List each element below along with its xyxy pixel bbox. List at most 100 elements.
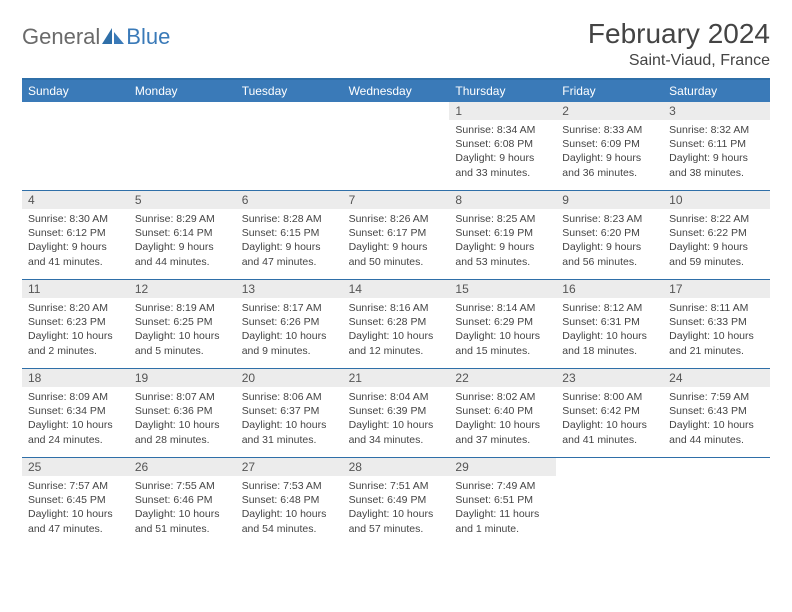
calendar-week: 25Sunrise: 7:57 AMSunset: 6:45 PMDayligh… (22, 458, 770, 546)
calendar-cell: 10Sunrise: 8:22 AMSunset: 6:22 PMDayligh… (663, 191, 770, 279)
calendar-cell: 21Sunrise: 8:04 AMSunset: 6:39 PMDayligh… (343, 369, 450, 457)
day-header: Monday (129, 80, 236, 102)
day2-text: and 33 minutes. (455, 166, 550, 180)
calendar-cell: 25Sunrise: 7:57 AMSunset: 6:45 PMDayligh… (22, 458, 129, 546)
cell-body: Sunrise: 8:23 AMSunset: 6:20 PMDaylight:… (556, 209, 663, 275)
sunrise-text: Sunrise: 8:17 AM (242, 301, 337, 315)
sunset-text: Sunset: 6:39 PM (349, 404, 444, 418)
day-number: 21 (343, 369, 450, 387)
day2-text: and 28 minutes. (135, 433, 230, 447)
day-number: 8 (449, 191, 556, 209)
sunset-text: Sunset: 6:17 PM (349, 226, 444, 240)
sunrise-text: Sunrise: 7:57 AM (28, 479, 123, 493)
day1-text: Daylight: 9 hours (669, 151, 764, 165)
day2-text: and 57 minutes. (349, 522, 444, 536)
day-number: 4 (22, 191, 129, 209)
calendar-cell (22, 102, 129, 190)
day2-text: and 50 minutes. (349, 255, 444, 269)
sunrise-text: Sunrise: 7:51 AM (349, 479, 444, 493)
cell-body: Sunrise: 8:00 AMSunset: 6:42 PMDaylight:… (556, 387, 663, 453)
day1-text: Daylight: 9 hours (455, 151, 550, 165)
calendar-page: General Blue February 2024 Saint-Viaud, … (0, 0, 792, 546)
sunset-text: Sunset: 6:26 PM (242, 315, 337, 329)
calendar-cell: 6Sunrise: 8:28 AMSunset: 6:15 PMDaylight… (236, 191, 343, 279)
day-number: 12 (129, 280, 236, 298)
weeks-container: 1Sunrise: 8:34 AMSunset: 6:08 PMDaylight… (22, 102, 770, 546)
calendar-cell: 15Sunrise: 8:14 AMSunset: 6:29 PMDayligh… (449, 280, 556, 368)
day2-text: and 34 minutes. (349, 433, 444, 447)
calendar-cell: 16Sunrise: 8:12 AMSunset: 6:31 PMDayligh… (556, 280, 663, 368)
cell-body: Sunrise: 7:57 AMSunset: 6:45 PMDaylight:… (22, 476, 129, 542)
day2-text: and 2 minutes. (28, 344, 123, 358)
day1-text: Daylight: 10 hours (28, 329, 123, 343)
day1-text: Daylight: 10 hours (28, 418, 123, 432)
day2-text: and 59 minutes. (669, 255, 764, 269)
day1-text: Daylight: 9 hours (242, 240, 337, 254)
sunset-text: Sunset: 6:11 PM (669, 137, 764, 151)
calendar-cell: 27Sunrise: 7:53 AMSunset: 6:48 PMDayligh… (236, 458, 343, 546)
sunset-text: Sunset: 6:28 PM (349, 315, 444, 329)
calendar-cell: 22Sunrise: 8:02 AMSunset: 6:40 PMDayligh… (449, 369, 556, 457)
day2-text: and 41 minutes. (562, 433, 657, 447)
day1-text: Daylight: 10 hours (562, 418, 657, 432)
sunset-text: Sunset: 6:29 PM (455, 315, 550, 329)
sunrise-text: Sunrise: 8:19 AM (135, 301, 230, 315)
sunset-text: Sunset: 6:33 PM (669, 315, 764, 329)
sunrise-text: Sunrise: 8:28 AM (242, 212, 337, 226)
sunrise-text: Sunrise: 8:25 AM (455, 212, 550, 226)
day-number: 26 (129, 458, 236, 476)
cell-body: Sunrise: 8:30 AMSunset: 6:12 PMDaylight:… (22, 209, 129, 275)
cell-body: Sunrise: 7:55 AMSunset: 6:46 PMDaylight:… (129, 476, 236, 542)
cell-body: Sunrise: 8:17 AMSunset: 6:26 PMDaylight:… (236, 298, 343, 364)
sunrise-text: Sunrise: 8:16 AM (349, 301, 444, 315)
calendar-cell: 13Sunrise: 8:17 AMSunset: 6:26 PMDayligh… (236, 280, 343, 368)
calendar-cell: 4Sunrise: 8:30 AMSunset: 6:12 PMDaylight… (22, 191, 129, 279)
sunrise-text: Sunrise: 8:20 AM (28, 301, 123, 315)
calendar-cell: 20Sunrise: 8:06 AMSunset: 6:37 PMDayligh… (236, 369, 343, 457)
sunset-text: Sunset: 6:14 PM (135, 226, 230, 240)
day-number: 20 (236, 369, 343, 387)
day2-text: and 9 minutes. (242, 344, 337, 358)
day2-text: and 38 minutes. (669, 166, 764, 180)
calendar-cell: 3Sunrise: 8:32 AMSunset: 6:11 PMDaylight… (663, 102, 770, 190)
sunset-text: Sunset: 6:25 PM (135, 315, 230, 329)
day-number: 7 (343, 191, 450, 209)
cell-body: Sunrise: 8:06 AMSunset: 6:37 PMDaylight:… (236, 387, 343, 453)
day2-text: and 24 minutes. (28, 433, 123, 447)
day1-text: Daylight: 9 hours (562, 240, 657, 254)
sunrise-text: Sunrise: 7:55 AM (135, 479, 230, 493)
cell-body: Sunrise: 8:02 AMSunset: 6:40 PMDaylight:… (449, 387, 556, 453)
calendar-week: 1Sunrise: 8:34 AMSunset: 6:08 PMDaylight… (22, 102, 770, 191)
day2-text: and 44 minutes. (669, 433, 764, 447)
sunset-text: Sunset: 6:20 PM (562, 226, 657, 240)
day1-text: Daylight: 10 hours (242, 329, 337, 343)
sunrise-text: Sunrise: 8:34 AM (455, 123, 550, 137)
day-number: 10 (663, 191, 770, 209)
day-number: 16 (556, 280, 663, 298)
page-header: General Blue February 2024 Saint-Viaud, … (22, 18, 770, 70)
day-number: 18 (22, 369, 129, 387)
calendar-cell: 26Sunrise: 7:55 AMSunset: 6:46 PMDayligh… (129, 458, 236, 546)
sail-icon (102, 28, 124, 46)
calendar-week: 4Sunrise: 8:30 AMSunset: 6:12 PMDaylight… (22, 191, 770, 280)
day-number: 11 (22, 280, 129, 298)
day1-text: Daylight: 10 hours (135, 418, 230, 432)
day1-text: Daylight: 9 hours (135, 240, 230, 254)
sunset-text: Sunset: 6:37 PM (242, 404, 337, 418)
day2-text: and 31 minutes. (242, 433, 337, 447)
day2-text: and 36 minutes. (562, 166, 657, 180)
day1-text: Daylight: 10 hours (669, 329, 764, 343)
day1-text: Daylight: 10 hours (28, 507, 123, 521)
cell-body: Sunrise: 8:04 AMSunset: 6:39 PMDaylight:… (343, 387, 450, 453)
day1-text: Daylight: 10 hours (349, 418, 444, 432)
day-number: 25 (22, 458, 129, 476)
calendar-cell (129, 102, 236, 190)
day2-text: and 1 minute. (455, 522, 550, 536)
brand-part1: General (22, 24, 100, 50)
day1-text: Daylight: 10 hours (455, 329, 550, 343)
cell-body: Sunrise: 8:33 AMSunset: 6:09 PMDaylight:… (556, 120, 663, 186)
calendar-cell: 18Sunrise: 8:09 AMSunset: 6:34 PMDayligh… (22, 369, 129, 457)
calendar-cell: 23Sunrise: 8:00 AMSunset: 6:42 PMDayligh… (556, 369, 663, 457)
day2-text: and 54 minutes. (242, 522, 337, 536)
sunrise-text: Sunrise: 8:12 AM (562, 301, 657, 315)
